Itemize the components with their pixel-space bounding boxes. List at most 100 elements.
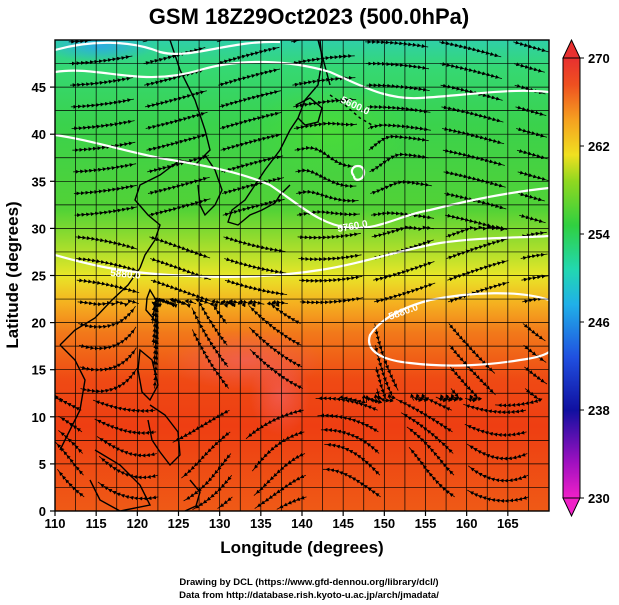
streamline: [218, 90, 281, 109]
coast-hokkaido: [295, 97, 323, 126]
x-tick-label: 115: [86, 516, 107, 531]
streamline: [517, 170, 549, 181]
streamline: [96, 436, 157, 458]
y-tick-label: 35: [32, 174, 46, 189]
streamline: [68, 40, 92, 44]
streamline: [92, 399, 156, 413]
y-tick-label: 0: [39, 504, 46, 519]
coast-asia-north: [134, 40, 211, 269]
streamline: [70, 98, 134, 109]
x-tick-label: 155: [415, 516, 437, 531]
streamline: [294, 145, 355, 168]
y-tick-label: 40: [32, 127, 46, 142]
streamline: [467, 489, 529, 503]
streamline: [445, 213, 508, 232]
streamline: [55, 441, 84, 476]
streamline: [94, 418, 157, 436]
colorbar-scale: [562, 57, 581, 499]
streamline: [516, 127, 548, 138]
coast-japan: [227, 40, 323, 226]
streamline: [466, 443, 528, 461]
colorbar-min-arrow: [562, 497, 581, 518]
streamline: [73, 184, 137, 196]
colorbar-tick-label: 254: [588, 227, 610, 242]
wind-streamlines: [55, 40, 549, 510]
x-tick-label: 130: [209, 516, 231, 531]
streamline: [522, 323, 546, 342]
y-tick-label: 15: [32, 363, 46, 378]
streamline: [519, 214, 546, 224]
coast-philippines-south: [147, 404, 181, 467]
streamline: [441, 105, 504, 123]
streamline: [220, 133, 283, 152]
streamline: [248, 305, 302, 346]
streamline: [446, 238, 508, 260]
streamline: [76, 278, 140, 294]
colorbar-tick-label: 246: [588, 315, 610, 330]
height-contours: [55, 40, 549, 367]
streamline: [245, 408, 304, 440]
x-tick-label: 135: [250, 516, 272, 531]
y-tick-label: 45: [32, 80, 46, 95]
streamline: [142, 40, 148, 43]
contour-5440: [55, 40, 281, 55]
x-axis-ticks: 110 115 120 125 130 135 140 145 150 155 160 165: [45, 511, 519, 531]
colorbar: 270 262 254 246 238 230: [562, 38, 610, 518]
streamline: [144, 90, 207, 109]
streamline: [76, 256, 139, 272]
streamline: [410, 393, 452, 411]
streamline: [297, 232, 361, 240]
grid-lines: [55, 40, 549, 511]
streamline: [439, 62, 503, 79]
credit-data: Data from http://database.rish.kyoto-u.a…: [179, 590, 439, 601]
streamline: [443, 170, 506, 188]
contour-5760: [55, 133, 549, 230]
streamline: [58, 415, 83, 433]
coast-kurils: [329, 94, 373, 126]
x-tick-label: 145: [332, 516, 354, 531]
streamline: [79, 347, 137, 372]
streamline: [514, 84, 546, 95]
streamline: [58, 430, 83, 454]
y-tick-label: 5: [39, 457, 46, 472]
streamline: [73, 163, 137, 174]
streamline: [515, 105, 547, 116]
warm-core-2: [250, 355, 310, 435]
streamline: [464, 423, 527, 438]
streamline: [519, 231, 547, 239]
streamline: [78, 326, 137, 351]
streamline: [149, 235, 211, 259]
streamline: [365, 40, 429, 48]
streamline: [447, 260, 509, 282]
map-title: GSM 18Z29Oct2023 (500.0hPa): [149, 4, 469, 29]
coast-sulawesi: [184, 479, 201, 511]
coast-sakhalin: [317, 40, 331, 86]
streamline: [296, 209, 361, 217]
x-tick-label: 140: [291, 516, 313, 531]
coast-indochina: [59, 344, 86, 451]
streamline: [145, 111, 208, 130]
streamline: [299, 296, 364, 305]
contour-5880b: [367, 292, 549, 367]
streamline: [523, 344, 547, 363]
y-tick-label: 10: [32, 410, 46, 425]
streamline: [222, 198, 285, 217]
streamline: [513, 62, 545, 73]
coast-borneo: [89, 449, 152, 511]
streamline: [299, 275, 363, 283]
x-tick-label: 165: [497, 516, 519, 531]
streamline: [223, 235, 286, 253]
streamline: [518, 192, 545, 202]
streamline: [370, 211, 435, 220]
y-axis-title: Latitude (degrees): [3, 201, 22, 348]
colorbar-tick-label: 230: [588, 491, 610, 506]
streamline: [143, 47, 206, 66]
x-tick-label: 110: [45, 516, 66, 531]
colorbar-max-arrow: [562, 38, 581, 59]
streamline: [295, 168, 357, 189]
streamline: [298, 253, 362, 262]
streamline: [521, 274, 549, 282]
streamline: [219, 111, 282, 130]
y-tick-label: 20: [32, 316, 46, 331]
streamline: [225, 299, 265, 308]
